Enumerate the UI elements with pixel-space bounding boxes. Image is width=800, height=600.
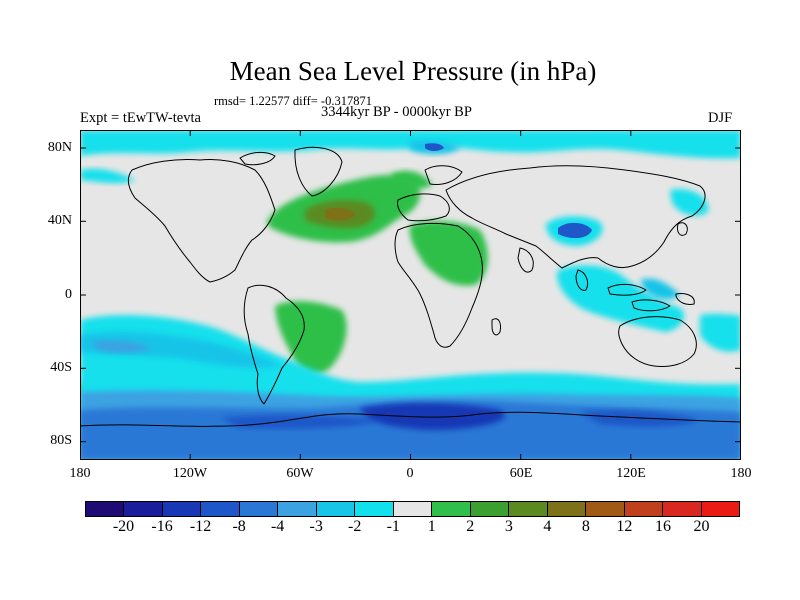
- colorbar-swatch: [277, 501, 317, 517]
- colorbar-label: 8: [581, 518, 590, 535]
- colorbar-swatch: [508, 501, 548, 517]
- colorbar-swatch: [123, 501, 163, 517]
- lat-label-0: 0: [65, 287, 72, 302]
- colorbar-label: 20: [693, 518, 710, 535]
- colorbar-swatch: [623, 501, 664, 517]
- colorbar: [85, 501, 740, 517]
- lat-label-40s: 40S: [50, 360, 72, 375]
- colorbar-swatch: [315, 501, 356, 517]
- lon-label-120e: 120E: [616, 466, 646, 481]
- colorbar-swatch: [546, 501, 587, 517]
- colorbar-swatch: [662, 501, 702, 517]
- colorbar-label: -20: [112, 518, 135, 535]
- colorbar-swatch: [354, 501, 394, 517]
- map-title: Mean Sea Level Pressure (in hPa): [229, 56, 597, 86]
- colorbar-label: 3: [504, 518, 513, 535]
- pressure-contour-fills: [80, 130, 741, 460]
- experiment-label: Expt = tEwTW-tevta: [80, 110, 201, 126]
- colorbar-swatch: [431, 501, 471, 517]
- colorbar-label: -1: [386, 518, 400, 535]
- colorbar-swatch: [392, 501, 433, 517]
- period-label: 3344kyr BP - 0000kyr BP: [321, 104, 472, 120]
- colorbar-swatch: [238, 501, 279, 517]
- lon-ticks: [189, 130, 632, 460]
- lat-label-80n: 80N: [47, 140, 72, 155]
- colorbar-label: 1: [427, 518, 436, 535]
- colorbar-label: 4: [543, 518, 552, 535]
- lon-label-180e: 180: [730, 466, 752, 481]
- rmsd-diff-stats: rmsd= 1.22577 diff= -0.317871: [214, 94, 372, 108]
- lat-label-80s: 80S: [50, 433, 72, 448]
- colorbar-swatch: [700, 501, 740, 517]
- colorbar-swatch: [585, 501, 625, 517]
- colorbar-label: 2: [466, 518, 475, 535]
- lon-label-120w: 120W: [172, 466, 208, 481]
- colorbar-swatch: [469, 501, 510, 517]
- lon-label-60w: 60W: [286, 466, 314, 481]
- colorbar-swatch: [85, 501, 125, 517]
- colorbar-swatch: [200, 501, 240, 517]
- pressure-anomaly-map: [80, 130, 741, 460]
- season-label: DJF: [708, 110, 733, 126]
- colorbar-label: -16: [151, 518, 173, 535]
- coastlines: [80, 146, 741, 427]
- colorbar-swatch: [161, 501, 202, 517]
- colorbar-label: -12: [189, 518, 212, 535]
- colorbar-label: -3: [309, 518, 323, 535]
- lat-label-40n: 40N: [47, 213, 72, 228]
- lon-label-60e: 60E: [509, 466, 533, 481]
- lat-ticks: [80, 147, 741, 443]
- lon-label-180w: 180: [69, 466, 91, 481]
- colorbar-label: -2: [348, 518, 362, 535]
- colorbar-label: -8: [232, 518, 246, 535]
- colorbar-label: -4: [270, 518, 285, 535]
- colorbar-label: 12: [616, 518, 633, 535]
- colorbar-label: 16: [654, 518, 671, 535]
- lon-label-0: 0: [406, 466, 414, 481]
